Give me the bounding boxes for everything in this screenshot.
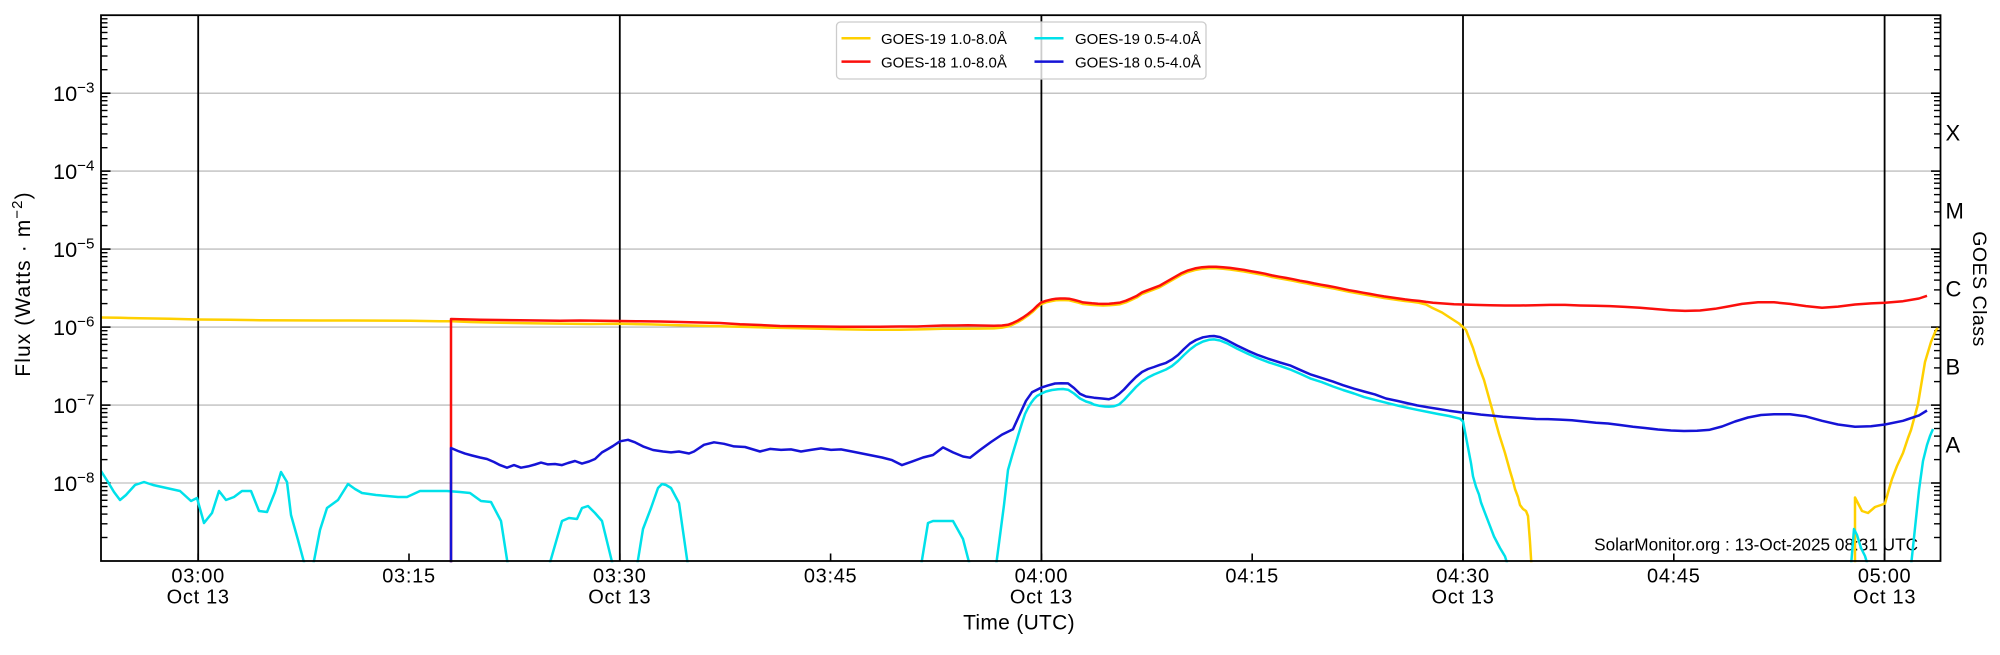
svg-text:GOES Class: GOES Class [1968, 231, 1990, 347]
svg-text:GOES-18 1.0-8.0Å: GOES-18 1.0-8.0Å [881, 55, 1007, 72]
svg-text:03:30: 03:30 [593, 566, 647, 588]
svg-text:Oct 13: Oct 13 [1010, 587, 1073, 609]
svg-text:Oct 13: Oct 13 [167, 587, 230, 609]
svg-text:03:45: 03:45 [804, 566, 858, 588]
svg-text:04:00: 04:00 [1015, 566, 1069, 588]
svg-text:Flux (Watts · m−2): Flux (Watts · m−2) [9, 191, 35, 376]
svg-text:10−4: 10−4 [53, 158, 94, 185]
svg-text:Oct 13: Oct 13 [1853, 587, 1916, 609]
svg-text:10−5: 10−5 [53, 236, 94, 263]
svg-text:Oct 13: Oct 13 [1431, 587, 1494, 609]
svg-text:A: A [1946, 433, 1961, 458]
svg-text:03:00: 03:00 [171, 566, 225, 588]
svg-text:C: C [1946, 277, 1962, 302]
svg-text:10−7: 10−7 [53, 392, 94, 419]
svg-text:X: X [1946, 121, 1961, 146]
svg-text:B: B [1946, 355, 1961, 380]
svg-text:10−8: 10−8 [53, 470, 94, 497]
svg-text:04:45: 04:45 [1647, 566, 1701, 588]
svg-text:04:30: 04:30 [1436, 566, 1490, 588]
svg-text:GOES-19 0.5-4.0Å: GOES-19 0.5-4.0Å [1075, 31, 1201, 48]
svg-text:GOES-19 1.0-8.0Å: GOES-19 1.0-8.0Å [881, 31, 1007, 48]
svg-text:Oct 13: Oct 13 [588, 587, 651, 609]
svg-text:SolarMonitor.org : 13-Oct-2025: SolarMonitor.org : 13-Oct-2025 08:31 UTC [1594, 535, 1918, 555]
svg-text:05:00: 05:00 [1858, 566, 1912, 588]
svg-text:GOES-18 0.5-4.0Å: GOES-18 0.5-4.0Å [1075, 55, 1201, 72]
svg-text:Time (UTC): Time (UTC) [963, 612, 1075, 635]
svg-text:04:15: 04:15 [1225, 566, 1279, 588]
svg-text:03:15: 03:15 [382, 566, 436, 588]
svg-text:M: M [1946, 199, 1964, 224]
